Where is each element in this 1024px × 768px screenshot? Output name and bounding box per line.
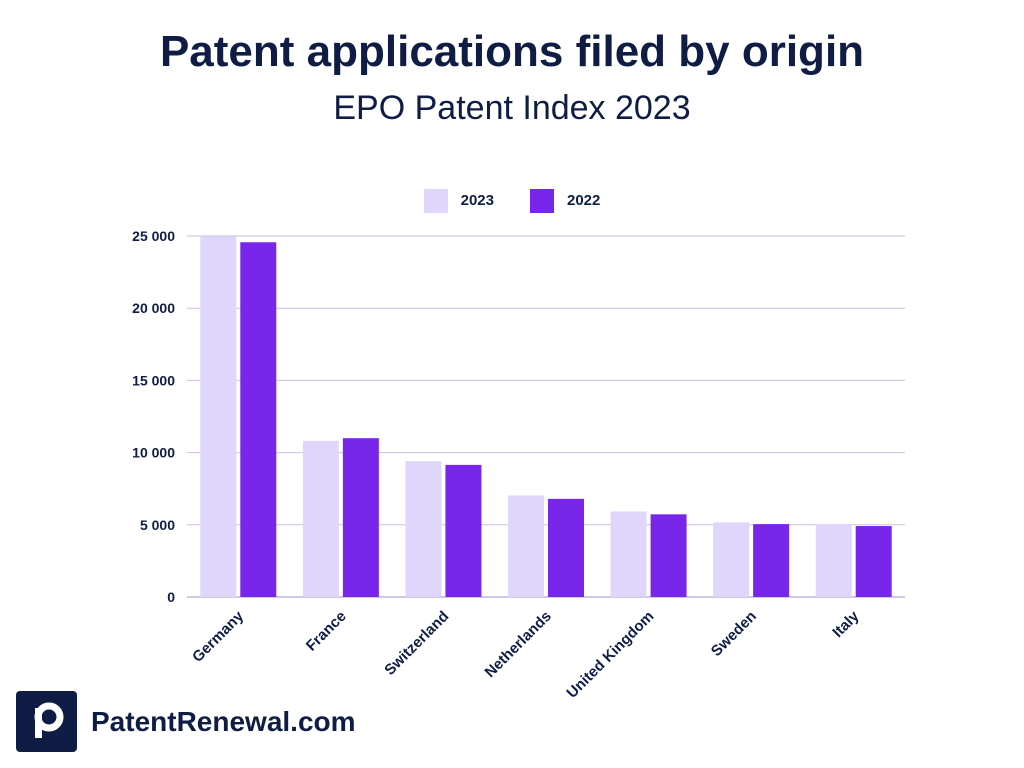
footer-branding: PatentRenewal.com [16,691,356,752]
bar-france-2023 [302,440,339,597]
brand-name: PatentRenewal.com [91,705,356,737]
x-tick-label: Italy [829,607,863,641]
bar-germany-2022 [240,242,277,597]
bar-united-kingdom-2022 [650,514,687,597]
bar-italy-2023 [815,524,852,597]
y-tick-label: 10 000 [132,445,175,461]
bar-sweden-2022 [753,524,790,597]
x-tick-label: Sweden [708,608,760,660]
x-tick-label: Germany [189,607,247,665]
legend-label-2023: 2023 [460,192,494,209]
x-tick-label: Netherlands [481,608,554,681]
y-tick-label: 15 000 [132,372,175,388]
chart-subtitle: EPO Patent Index 2023 [333,89,691,127]
bar-switzerland-2023 [405,461,442,597]
legend-swatch-2023 [423,189,448,213]
legend: 2023 2022 [0,189,1024,213]
y-tick-label: 20 000 [132,300,175,316]
x-tick-label: United Kingdom [563,608,657,702]
y-tick-label: 25 000 [132,228,175,244]
logo-p-icon [34,702,63,738]
bar-sweden-2023 [713,522,750,597]
bar-netherlands-2022 [548,498,584,597]
legend-swatch-2022 [530,189,554,213]
legend-item-2022: 2022 [530,189,600,213]
legend-label-2022: 2022 [567,192,601,209]
y-tick-label: 5 000 [140,517,175,533]
bar-netherlands-2023 [508,495,544,597]
chart-title: Patent applications filed by origin [159,27,865,76]
bar-united-kingdom-2023 [610,511,647,597]
y-tick-label: 0 [167,589,175,605]
bar-germany-2023 [200,236,237,597]
legend-item-2023: 2023 [423,189,494,213]
x-tick-label: France [303,608,350,655]
x-tick-label: Switzerland [381,608,452,679]
bar-france-2022 [342,438,379,597]
bar-italy-2022 [855,526,892,597]
logo [16,691,77,752]
bar-switzerland-2022 [445,464,482,597]
